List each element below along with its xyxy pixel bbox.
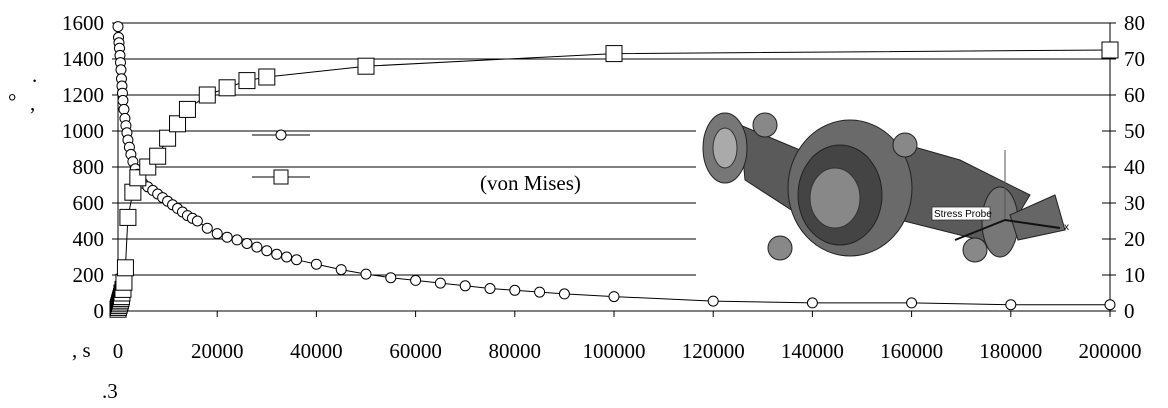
circle-point-50	[459, 280, 471, 292]
figure-label: .3	[102, 379, 118, 403]
y-axis-stray-low: ,	[30, 91, 35, 115]
circle-point-59	[1005, 299, 1017, 311]
circle-point-10	[117, 94, 129, 106]
square-point-24	[357, 57, 375, 75]
square-point-11	[116, 259, 134, 277]
y-right-tick-label-5: 50	[1124, 119, 1145, 143]
square-point-17	[159, 129, 177, 147]
y-left-tick-label-3: 600	[73, 191, 105, 215]
series-square	[109, 41, 1119, 318]
circle-point-35	[211, 228, 223, 240]
x-tick-label-8: 160000	[880, 339, 943, 363]
y-left-tick-label-1: 200	[73, 263, 105, 287]
legend-marker-circle	[275, 129, 287, 141]
square-point-12	[119, 208, 137, 226]
x-tick-label-4: 80000	[489, 339, 542, 363]
circle-point-48	[410, 274, 422, 286]
y-left-tick-label-5: 1000	[62, 119, 104, 143]
legend-marker-square	[273, 169, 289, 185]
y-right-tick-label-2: 20	[1124, 227, 1145, 251]
y-right-tick-label-1: 10	[1124, 263, 1145, 287]
circle-point-42	[281, 251, 293, 263]
circle-point-49	[434, 277, 446, 289]
square-point-10	[115, 273, 133, 291]
circle-point-55	[608, 291, 620, 303]
square-point-20	[198, 86, 216, 104]
x-tick-label-7: 140000	[781, 339, 844, 363]
square-point-19	[178, 100, 196, 118]
square-point-23	[258, 68, 276, 86]
y-left-tick-label-0: 0	[94, 299, 105, 323]
circle-point-38	[241, 238, 253, 249]
circle-point-60	[1104, 299, 1116, 311]
y-right-tick-label-7: 70	[1124, 47, 1145, 71]
square-point-13	[124, 183, 142, 201]
circle-point-56	[707, 295, 719, 307]
series-circle	[112, 21, 1116, 311]
y-left-tick-label-2: 400	[73, 227, 105, 251]
circle-point-6	[115, 64, 127, 76]
square-point-21	[218, 79, 236, 97]
x-tick-label-2: 40000	[290, 339, 343, 363]
circle-point-41	[271, 248, 283, 260]
circle-point-37	[231, 234, 243, 246]
y-left-tick-label-6: 1200	[62, 83, 104, 107]
y-right-tick-label-8: 80	[1124, 11, 1145, 35]
circle-point-58	[906, 297, 918, 309]
circle-point-44	[310, 258, 322, 270]
square-point-18	[169, 115, 187, 133]
y-axis-stray-top: .	[32, 63, 37, 87]
y-right-tick-labels: 0 10 20 30 40 50 60 70 80	[1124, 11, 1145, 323]
x-tick-label-9: 180000	[979, 339, 1042, 363]
circle-point-43	[291, 254, 303, 266]
x-tick-label-1: 20000	[191, 339, 244, 363]
circle-point-0	[112, 21, 124, 33]
x-axis-stray-label: , s	[72, 338, 91, 362]
circle-point-40	[261, 245, 273, 257]
y-right-tick-label-6: 60	[1124, 83, 1145, 107]
square-point-25	[605, 45, 623, 63]
circle-point-54	[558, 288, 570, 300]
circle-point-36	[221, 231, 233, 243]
axle-housing-image: Stress Probe x	[696, 112, 1102, 276]
y-right-tick-label-0: 0	[1124, 299, 1135, 323]
y-right-tick-label-4: 40	[1124, 155, 1145, 179]
circle-point-33	[191, 215, 203, 227]
y-left-tick-labels: 0 200 400 600 800 1000 1200 1400 1600	[62, 11, 104, 323]
circle-point-45	[335, 264, 347, 276]
circle-point-11	[118, 103, 130, 115]
stress-probe-label: Stress Probe	[934, 209, 992, 220]
legend-lines	[252, 129, 310, 185]
square-point-26	[1101, 41, 1119, 59]
legend-annotation: (von Mises)	[480, 171, 581, 195]
circle-point-39	[251, 241, 263, 253]
x-tick-label-5: 100000	[583, 339, 646, 363]
x-tick-label-10: 200000	[1079, 339, 1142, 363]
circle-point-46	[360, 268, 372, 280]
circle-point-52	[509, 284, 521, 296]
y-left-tick-label-4: 800	[73, 155, 105, 179]
circle-point-34	[201, 222, 213, 234]
x-tick-label-6: 120000	[682, 339, 745, 363]
circle-point-53	[534, 286, 546, 298]
y-left-tick-label-7: 1400	[62, 47, 104, 71]
circle-point-47	[385, 272, 397, 284]
square-point-16	[149, 147, 167, 165]
circle-point-51	[484, 283, 496, 294]
x-tick-labels: 0 20000 40000 60000 80000 100000 120000 140000 1…	[113, 339, 1142, 363]
y-right-tick-label-3: 30	[1124, 191, 1145, 215]
x-tick-label-3: 60000	[389, 339, 442, 363]
x-tick-label-0: 0	[113, 339, 124, 363]
circle-point-57	[806, 297, 818, 309]
y-axis-stray-mid: °	[8, 89, 16, 113]
inset-axis-label: x	[1064, 222, 1069, 233]
stress-probe-label-box	[931, 206, 991, 221]
y-left-tick-label-8: 1600	[62, 11, 104, 35]
square-point-22	[238, 72, 256, 90]
